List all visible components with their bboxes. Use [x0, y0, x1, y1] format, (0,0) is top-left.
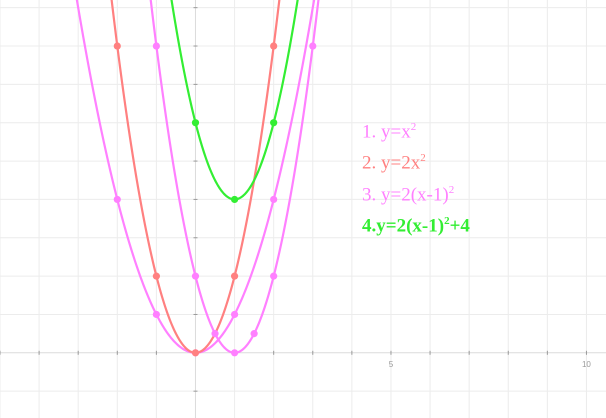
series-2-point: [270, 42, 278, 50]
sample-points: [113, 42, 317, 357]
legend-entry-4-exponent: 2: [444, 214, 450, 227]
legend-entry-1: 1. y=x2: [362, 114, 470, 145]
legend-entry-4-suffix: +4: [449, 215, 470, 237]
series-2-point: [113, 42, 121, 50]
legend-entry-1-exponent: 2: [410, 121, 417, 133]
series-1-curve: [75, 0, 316, 354]
tick-labels: 5 10: [389, 360, 592, 369]
series-4-curve: [170, 0, 299, 201]
series-3-point: [211, 330, 219, 338]
series-2-curve: [110, 0, 281, 354]
series-3-point: [250, 330, 258, 338]
legend-entry-3: 3. y=2(x-1)2: [362, 177, 470, 208]
series-1-point: [270, 195, 278, 204]
series-2-point: [230, 272, 239, 280]
series-1-point: [113, 195, 121, 204]
series-2-point: [191, 349, 200, 357]
series-3-curve: [149, 0, 320, 354]
legend-entry-4: 4.y=2(x-1)2+4: [362, 208, 470, 239]
legend-entry-3-text: 3. y=2(x-1): [362, 183, 449, 205]
series-4-point: [230, 195, 239, 204]
legend-entry-2-text: 2. y=2x: [362, 152, 421, 174]
x-tick-label: 10: [582, 360, 591, 369]
series-3-point: [309, 42, 317, 50]
legend-entry-1-text: 1. y=x: [362, 121, 411, 143]
series-3-point: [270, 272, 278, 280]
legend: 1. y=x2 2. y=2x2 3. y=2(x-1)2 4.y=2(x-1)…: [362, 114, 470, 239]
x-tick-label: 5: [389, 360, 394, 369]
curves: [75, 0, 320, 354]
series-3-point: [152, 42, 160, 50]
legend-entry-2-exponent: 2: [420, 152, 426, 165]
series-2-point: [152, 272, 160, 280]
series-4-point: [270, 119, 278, 127]
legend-entry-4-text: 4.y=2(x-1): [362, 215, 445, 237]
series-4-point: [191, 119, 200, 127]
series-3-point: [191, 272, 200, 280]
series-3-point: [230, 349, 239, 357]
legend-entry-3-exponent: 2: [448, 183, 455, 196]
legend-entry-2: 2. y=2x2: [362, 145, 470, 176]
series-1-point: [152, 310, 160, 319]
series-1-point: [230, 310, 239, 319]
